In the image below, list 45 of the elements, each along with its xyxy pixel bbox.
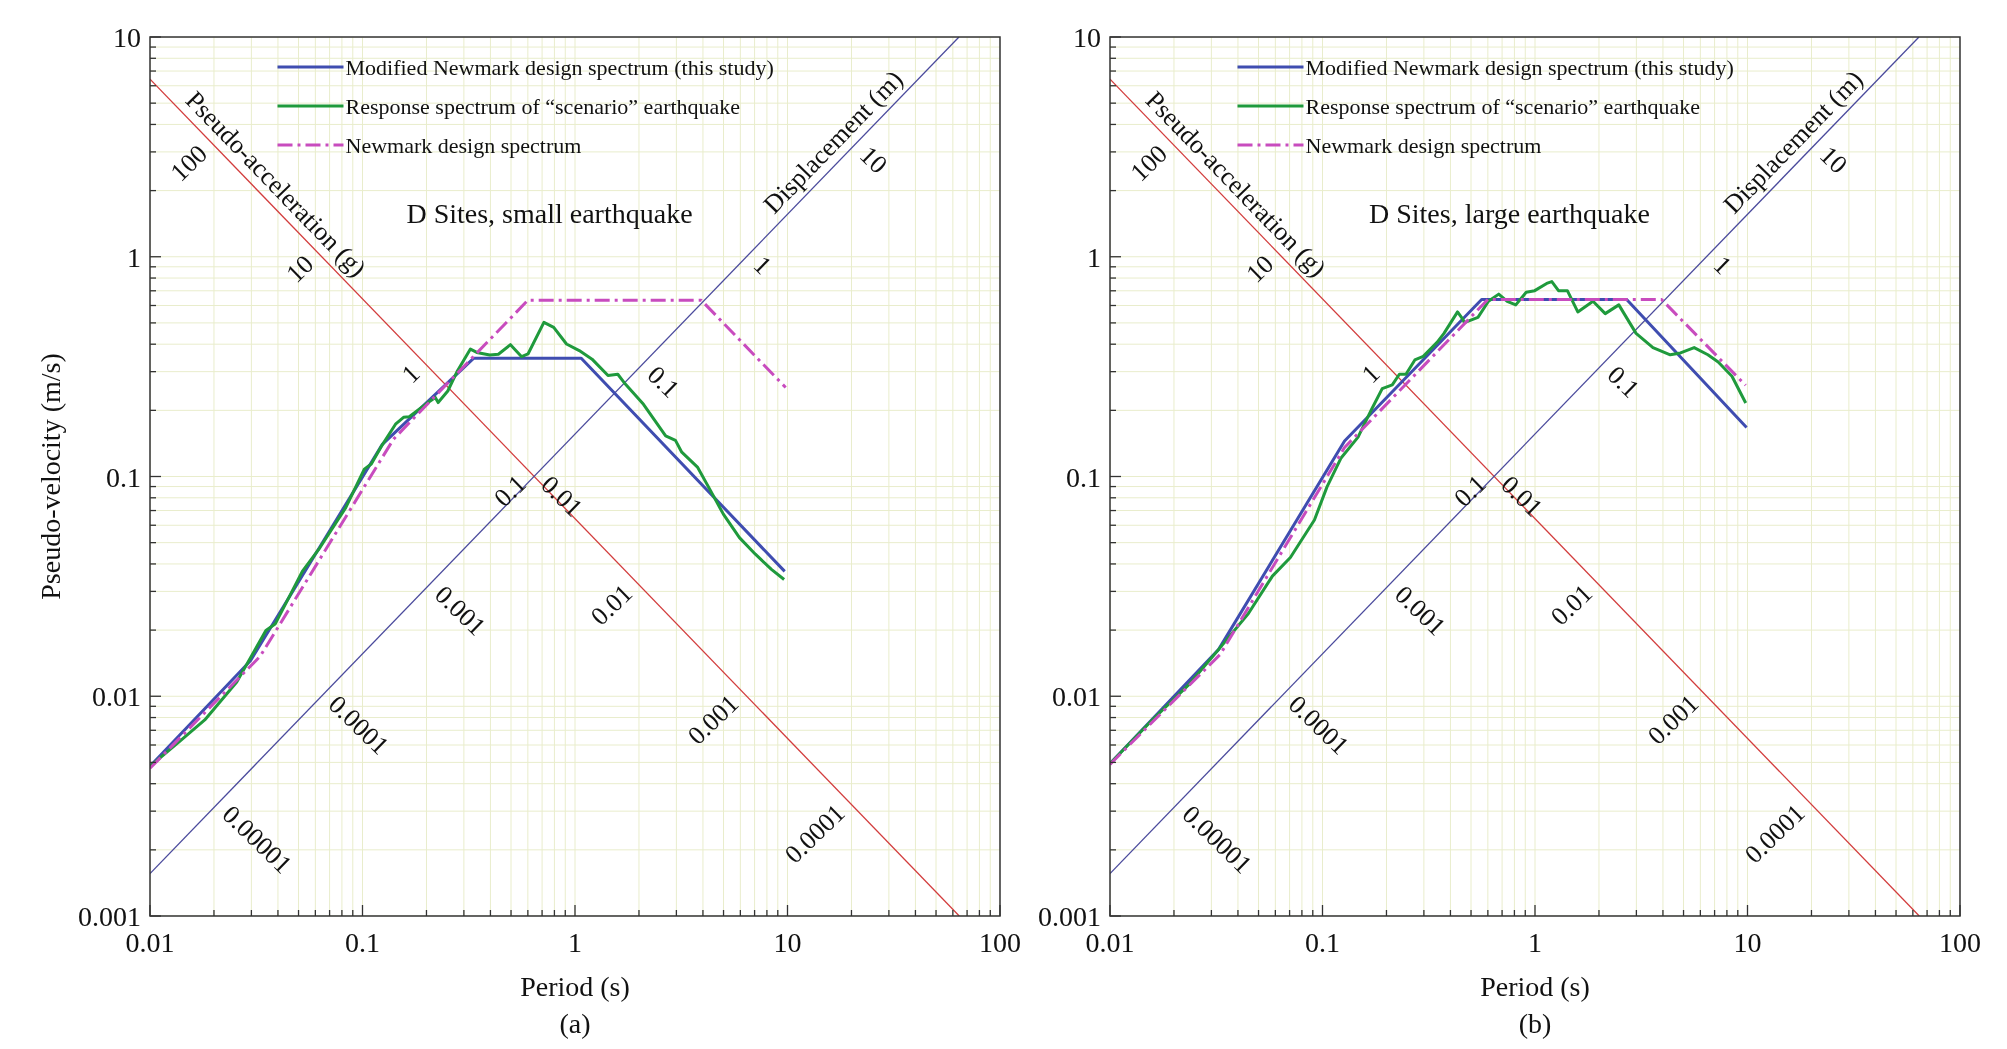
legend-label: Response spectrum of “scenario” earthquake <box>1305 93 1701 119</box>
x-axis-title: Period (s) <box>520 971 630 1002</box>
y-tick-label: 0.1 <box>106 461 141 492</box>
legend-label: Newmark design spectrum <box>345 132 582 158</box>
text: D Sites, large earthquake <box>1369 197 1650 229</box>
y-tick-label: 1 <box>127 241 141 273</box>
annotation: 10 <box>280 248 319 288</box>
legend-label: Response spectrum of “scenario” earthquake <box>345 93 741 119</box>
legend-label: Modified Newmark design spectrum (this study) <box>345 54 774 80</box>
y-tick-label: 10 <box>1073 21 1101 53</box>
legend-label: Newmark design spectrum <box>1305 132 1542 158</box>
y-axis-title: Pseudo-velocity (m/s) <box>34 353 66 600</box>
x-tick-label: 100 <box>1939 927 1981 958</box>
annotation: 1 <box>1355 358 1386 389</box>
text: (b) <box>1518 1008 1552 1039</box>
y-tick-label: 0.001 <box>1038 900 1101 932</box>
annotation: 0.1 <box>641 359 686 404</box>
text: D Sites, small earthquake <box>406 197 693 229</box>
annotation: 1 <box>748 249 778 280</box>
y-tick-label: 0.01 <box>1052 680 1101 712</box>
y-tick-label: 0.1 <box>1066 461 1101 492</box>
annotation: 1 <box>395 358 426 389</box>
annotation: 0.01 <box>1495 469 1549 523</box>
annotation: 0.01 <box>584 578 638 631</box>
y-tick-label: 1 <box>1087 241 1101 273</box>
legend-label: Modified Newmark design spectrum (this study) <box>1305 54 1734 80</box>
annotation: 1 <box>1708 249 1738 280</box>
annotation: 0.1 <box>487 468 532 513</box>
x-tick-label: 10 <box>773 927 802 958</box>
annotation: 0.1 <box>1601 359 1646 404</box>
x-tick-label: 0.1 <box>345 927 380 958</box>
y-tick-label: 10 <box>113 21 141 53</box>
x-tick-label: 10 <box>1733 927 1762 958</box>
x-tick-label: 0.1 <box>1305 927 1340 958</box>
y-tick-label: 0.01 <box>92 680 141 712</box>
x-axis-title: Period (s) <box>1480 971 1590 1002</box>
y-tick-label: 0.001 <box>78 900 141 932</box>
annotation: 0.01 <box>535 469 589 523</box>
annotation: 0.01 <box>1544 578 1598 631</box>
annotation: 10 <box>1240 248 1279 288</box>
annotation: 0.1 <box>1447 468 1492 513</box>
x-tick-label: 1 <box>568 927 582 958</box>
x-tick-label: 100 <box>979 927 1021 958</box>
x-tick-label: 1 <box>1528 927 1542 958</box>
text: (a) <box>559 1008 591 1039</box>
